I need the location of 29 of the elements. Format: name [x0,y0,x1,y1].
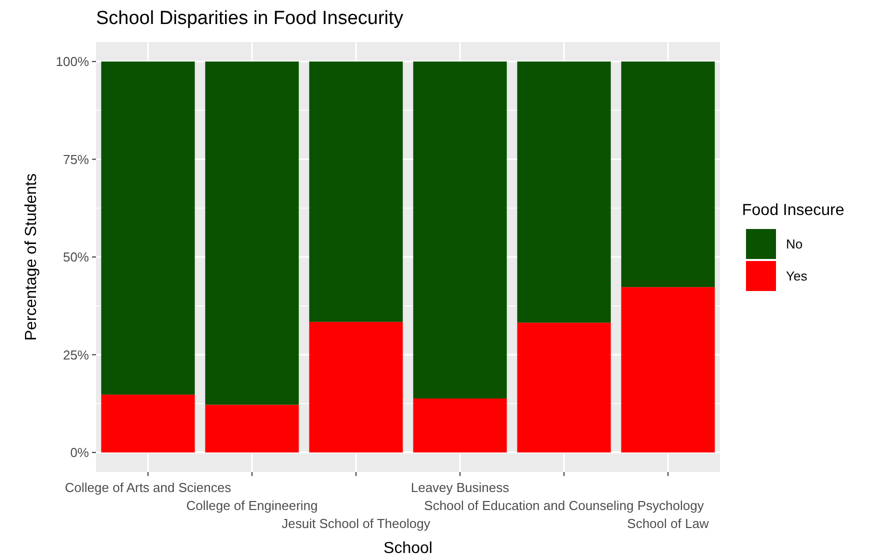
x-tick-label: College of Engineering [186,498,318,513]
x-tick-label: School of Law [627,516,710,531]
bar [309,322,403,452]
bar [517,62,611,323]
bar [621,62,715,288]
x-axis-title: School [384,540,432,557]
bar [309,62,403,322]
y-tick-label: 50% [62,250,90,265]
y-tick-label: 25% [62,347,90,362]
bar [621,287,715,452]
legend-label: Yes [786,268,808,284]
x-tick-label: College of Arts and Sciences [64,480,232,495]
bar [101,394,195,452]
bar [205,404,299,452]
x-tick-label: Jesuit School of Theology [282,516,431,531]
y-tick-label: 100% [56,54,90,70]
bar [205,62,299,405]
bar [517,322,611,452]
y-axis-title: Percentage of Students [23,173,40,341]
chart-title: School Disparities in Food Insecurity [96,8,404,29]
bar [413,62,507,399]
legend-title: Food Insecure [742,202,844,219]
bar [413,398,507,452]
x-tick-label: Leavey Business [410,480,510,495]
y-tick-label: 0% [70,445,90,460]
bar [101,62,195,395]
x-tick-label: School of Education and Counseling Psychology [424,498,704,513]
y-tick-label: 75% [62,152,90,167]
legend-label: No [786,236,803,252]
